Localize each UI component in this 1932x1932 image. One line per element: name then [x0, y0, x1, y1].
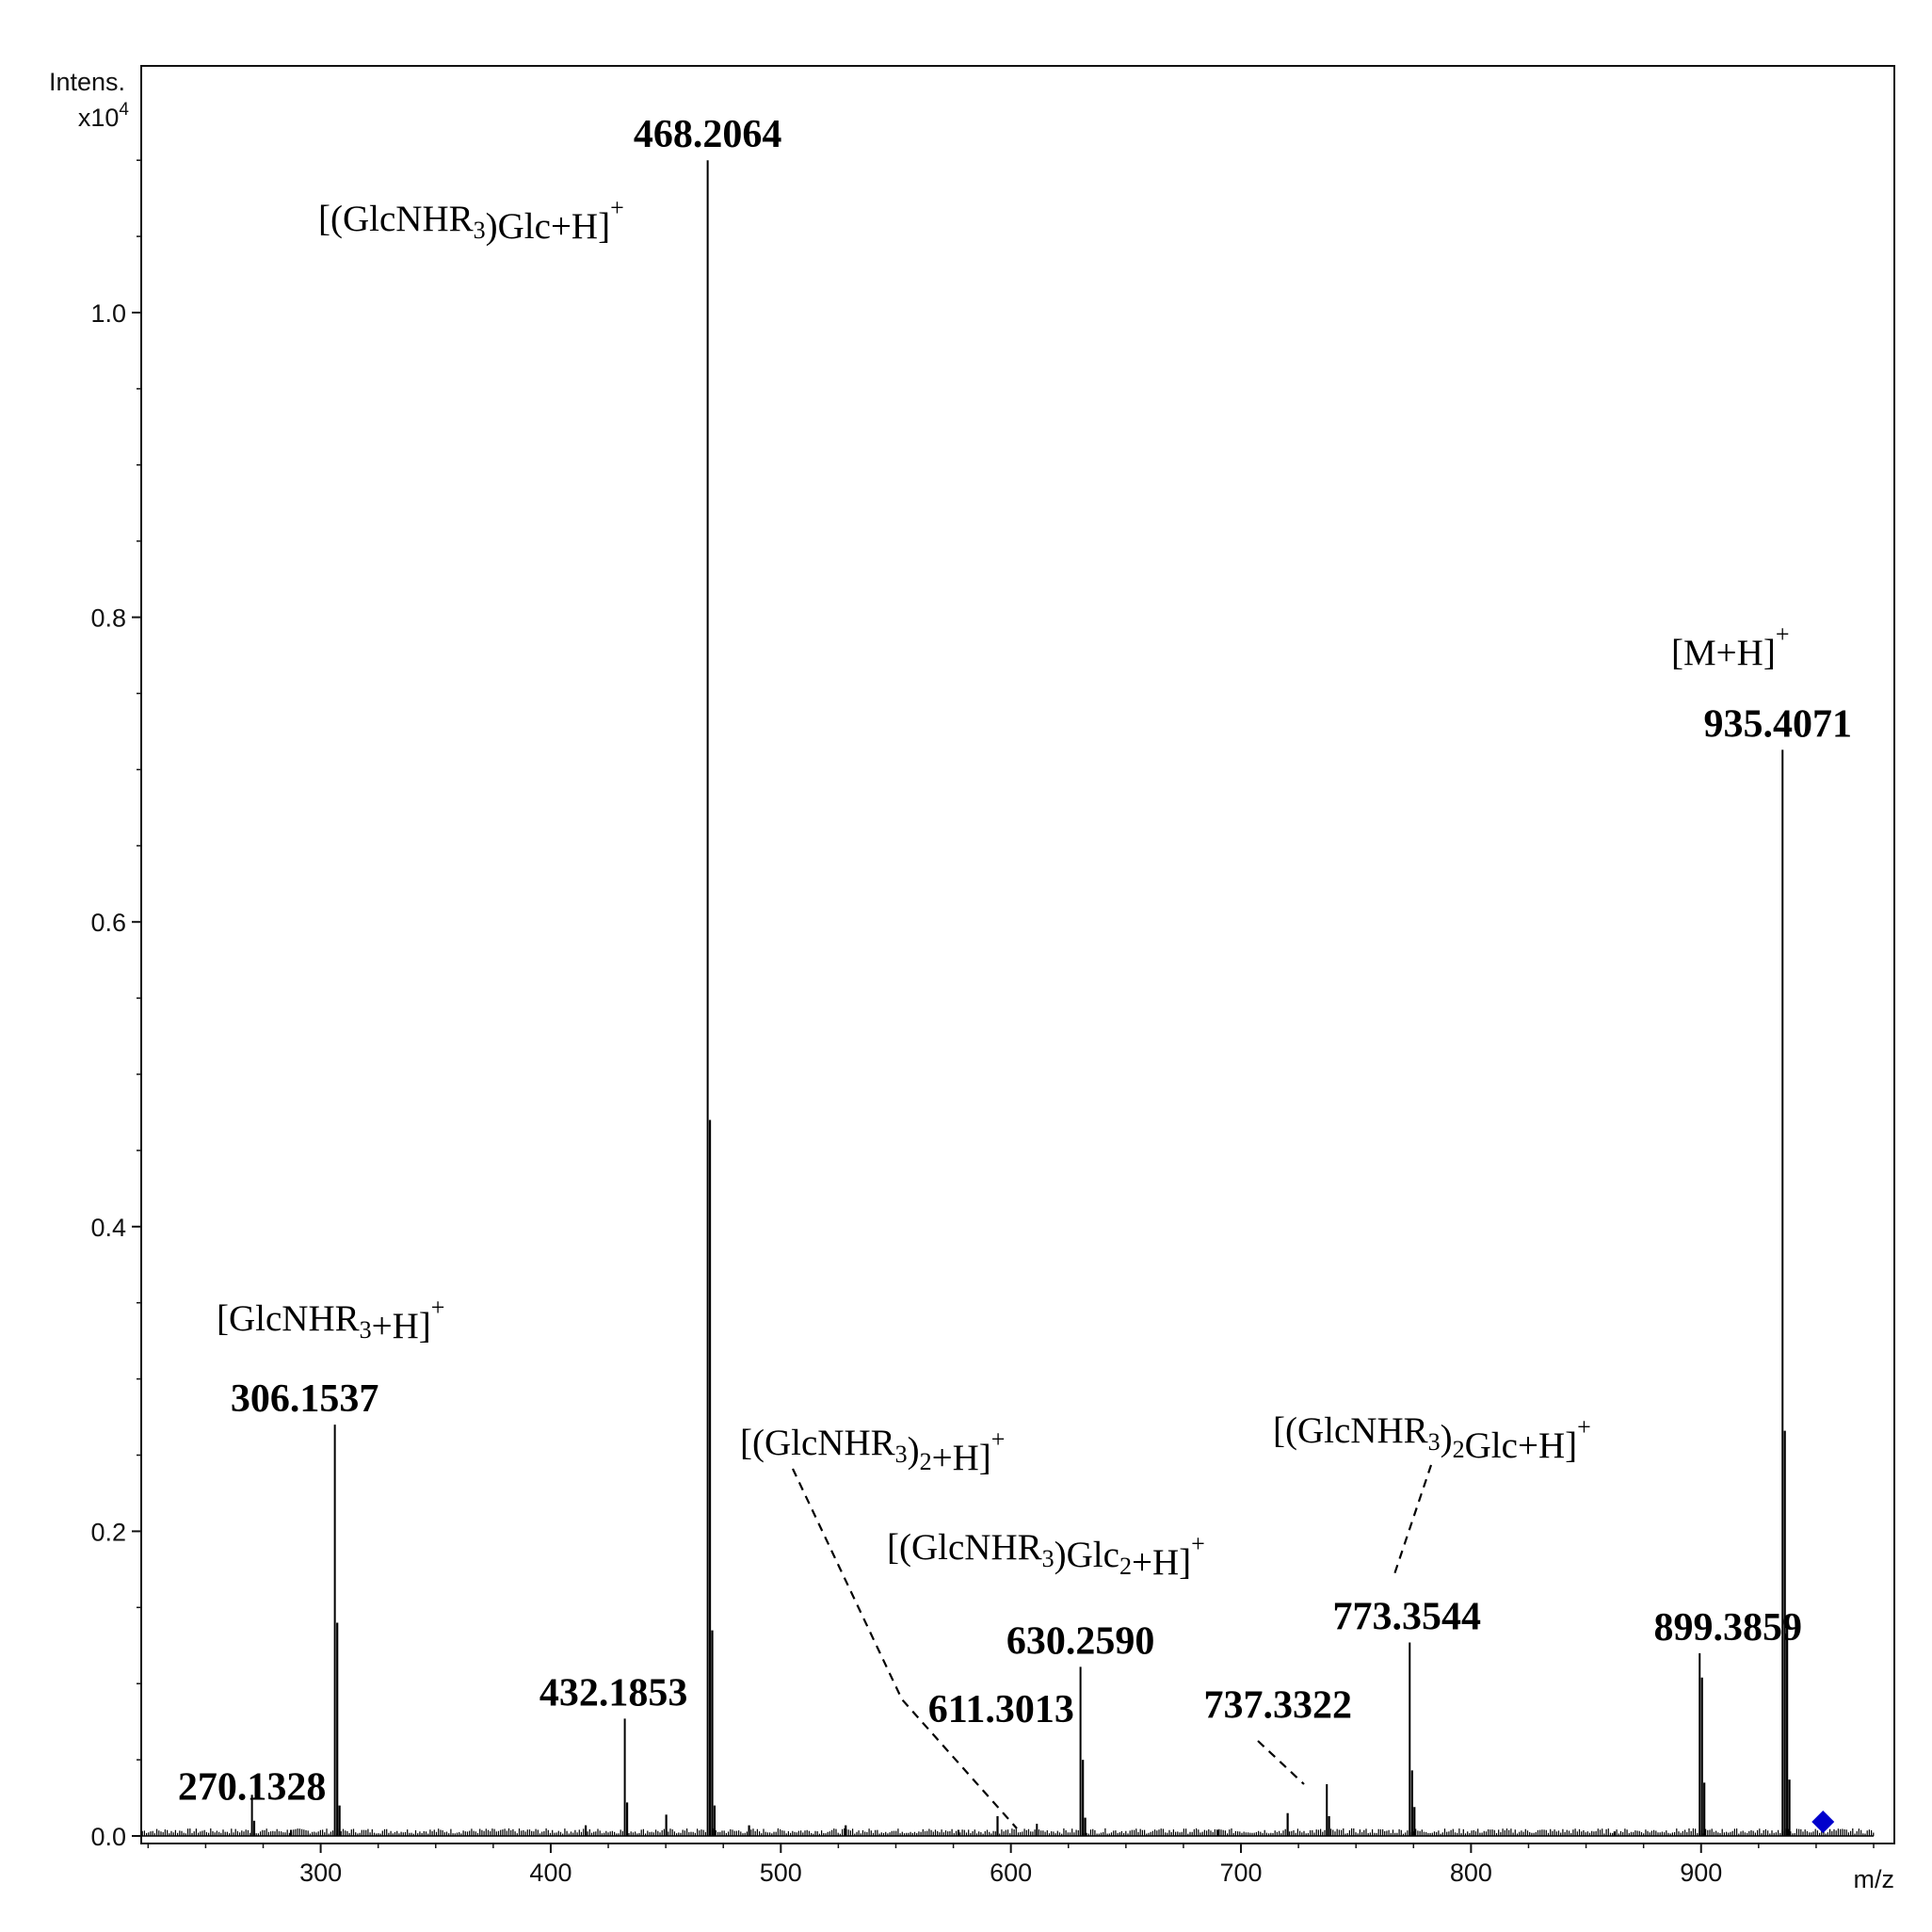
x-tick-label: 800 [1450, 1859, 1492, 1887]
y-tick-label: 0.8 [90, 604, 126, 633]
labeled-peaks [250, 160, 1784, 1836]
precursor-marker [1811, 1811, 1835, 1834]
ion-annotations: [(GlcNHR3)Glc+H]+ [GlcNHR3+H]+ [(GlcNHR3)2… [217, 194, 1789, 1583]
y-axis-label: Intens. [49, 68, 125, 96]
y-tick-label: 1.0 [90, 299, 126, 328]
x-tick-label: 600 [990, 1859, 1032, 1887]
leader-line [1392, 1464, 1433, 1578]
plot-frame [140, 65, 1895, 1844]
peak-label: 935.4071 [1704, 702, 1853, 746]
leader-line [792, 1468, 1018, 1829]
ion-label-glcnhr3-2-glc: [(GlcNHR3)2Glc+H]+ [1273, 1410, 1591, 1466]
peak-label: 899.3859 [1653, 1606, 1802, 1650]
peak-label: 611.3013 [928, 1688, 1074, 1731]
y-axis-scale-base: x10 [78, 104, 120, 132]
y-axis-scale-exponent: 4 [119, 100, 129, 120]
peak-label: 773.3544 [1333, 1596, 1482, 1639]
x-tick-label: 300 [299, 1859, 342, 1887]
ion-label-glcnhr3: [GlcNHR3+H]+ [217, 1294, 444, 1346]
y-tick-label: 0.2 [90, 1518, 126, 1546]
ion-label-glcnhr3-glc2: [(GlcNHR3)Glc2+H]+ [887, 1527, 1205, 1583]
peak-label: 468.2064 [634, 113, 782, 156]
ion-label-m-h: [M+H]+ [1671, 620, 1789, 673]
peak-label: 630.2590 [1006, 1619, 1155, 1663]
y-tick-label: 0.4 [90, 1214, 126, 1242]
ion-label-glcnhr3-glc: [(GlcNHR3)Glc+H]+ [318, 194, 624, 247]
peak-mz-labels: 270.1328 306.1537 432.1853 468.2064 611.3013… [178, 113, 1852, 1810]
x-axis-label: m/z [1854, 1865, 1895, 1893]
x-tick-label: 900 [1680, 1859, 1722, 1887]
x-tick-label: 500 [760, 1859, 802, 1887]
y-axis-scale-label: x104 [78, 100, 130, 132]
peak-label: 306.1537 [231, 1377, 379, 1421]
ion-label-glcnhr3-2: [(GlcNHR3)2+H]+ [740, 1423, 1005, 1478]
peak-label: 432.1853 [539, 1671, 688, 1715]
leader-line [1257, 1740, 1305, 1785]
minor-peaks [252, 1119, 1791, 1836]
x-axis: 300 400 500 600 700 800 900 [147, 1843, 1875, 1887]
y-tick-label: 0.0 [90, 1823, 126, 1851]
precursor-diamond [1811, 1811, 1835, 1834]
peak-label: 737.3322 [1204, 1683, 1353, 1727]
y-tick-label: 0.6 [90, 909, 126, 937]
x-tick-label: 700 [1219, 1859, 1262, 1887]
y-axis: 0.0 0.2 0.4 0.6 0.8 1.0 [90, 159, 141, 1851]
peak-label: 270.1328 [178, 1766, 327, 1810]
x-tick-label: 400 [529, 1859, 572, 1887]
leader-lines [792, 1464, 1433, 1829]
